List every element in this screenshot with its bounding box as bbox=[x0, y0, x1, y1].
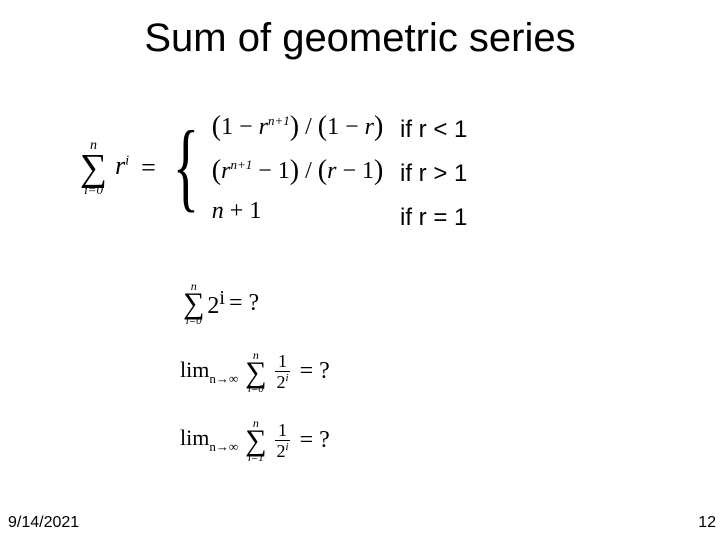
sigma-ex1-lower: i=0 bbox=[186, 316, 202, 327]
footer-page-number: 12 bbox=[698, 514, 716, 532]
summand-exp: i bbox=[125, 153, 129, 168]
summand: ri bbox=[115, 151, 129, 181]
example-1: n ∑ i=0 2i = ? bbox=[180, 280, 334, 327]
ex3-den-base: 2 bbox=[277, 441, 286, 461]
ex3-num: 1 bbox=[275, 421, 290, 441]
ex2-lim: limn→∞ bbox=[180, 357, 238, 387]
footer-date: 9/14/2021 bbox=[8, 514, 79, 532]
condition-2: if r > 1 bbox=[400, 160, 467, 188]
left-brace: { bbox=[173, 126, 199, 206]
ex2-rhs: = ? bbox=[300, 358, 330, 385]
condition-3: if r = 1 bbox=[400, 204, 467, 232]
ex3-lim: limn→∞ bbox=[180, 425, 238, 455]
ex3-lim-sub: n→∞ bbox=[209, 439, 238, 454]
sigma-ex3: n ∑ i=1 bbox=[245, 417, 266, 464]
ex3-den-exp: i bbox=[286, 441, 289, 453]
ex3-den: 2i bbox=[274, 441, 292, 460]
case-1: (1 − rn+1) / (1 − r) bbox=[212, 110, 384, 142]
sigma-ex2-lower: i=0 bbox=[248, 384, 264, 395]
equals-sign: = bbox=[141, 153, 156, 183]
sigma-lower: i=0 bbox=[84, 183, 103, 196]
sigma-ex1: n ∑ i=0 bbox=[183, 280, 204, 327]
ex1-base: 2 bbox=[207, 293, 219, 319]
ex1-exp: i bbox=[219, 287, 225, 309]
lim-word-3: lim bbox=[180, 425, 209, 450]
sigma-ex1-symbol: ∑ bbox=[183, 291, 204, 317]
slide: Sum of geometric series n ∑ i=0 ri = { (… bbox=[0, 0, 720, 540]
ex2-num: 1 bbox=[275, 352, 290, 372]
sigma-symbol: ∑ bbox=[80, 152, 107, 184]
summand-base: r bbox=[115, 151, 125, 180]
ex2-frac: 1 2i bbox=[274, 352, 292, 391]
case-2: (rn+1 − 1) / (r − 1) bbox=[212, 154, 384, 186]
example-3: limn→∞ n ∑ i=1 1 2i = ? bbox=[180, 417, 334, 464]
ex2-den-base: 2 bbox=[277, 372, 286, 392]
ex3-rhs: = ? bbox=[300, 427, 330, 454]
sigma-ex2: n ∑ i=0 bbox=[245, 349, 266, 396]
ex2-den-exp: i bbox=[286, 372, 289, 384]
ex2-den: 2i bbox=[274, 372, 292, 391]
lim-word: lim bbox=[180, 357, 209, 382]
example-2: limn→∞ n ∑ i=0 1 2i = ? bbox=[180, 349, 334, 396]
main-equation: n ∑ i=0 ri = { (1 − rn+1) / (1 − r) (rn+… bbox=[80, 110, 383, 225]
ex1-rhs: = ? bbox=[229, 290, 259, 317]
sigma-ex3-symbol: ∑ bbox=[245, 428, 266, 454]
conditions: if r < 1 if r > 1 if r = 1 bbox=[400, 116, 467, 232]
sigma-ex2-symbol: ∑ bbox=[245, 360, 266, 386]
sigma-main: n ∑ i=0 bbox=[80, 139, 107, 196]
case-3: n + 1 bbox=[212, 198, 384, 225]
sigma-ex3-lower: i=1 bbox=[248, 453, 264, 464]
ex2-lim-sub: n→∞ bbox=[209, 371, 238, 386]
ex3-frac: 1 2i bbox=[274, 421, 292, 460]
ex1-term: 2i bbox=[207, 287, 225, 320]
condition-1: if r < 1 bbox=[400, 116, 467, 144]
examples-block: n ∑ i=0 2i = ? limn→∞ n ∑ i=0 1 2i = ? bbox=[180, 280, 334, 464]
slide-title: Sum of geometric series bbox=[0, 16, 720, 61]
cases-block: (1 − rn+1) / (1 − r) (rn+1 − 1) / (r − 1… bbox=[212, 110, 384, 225]
